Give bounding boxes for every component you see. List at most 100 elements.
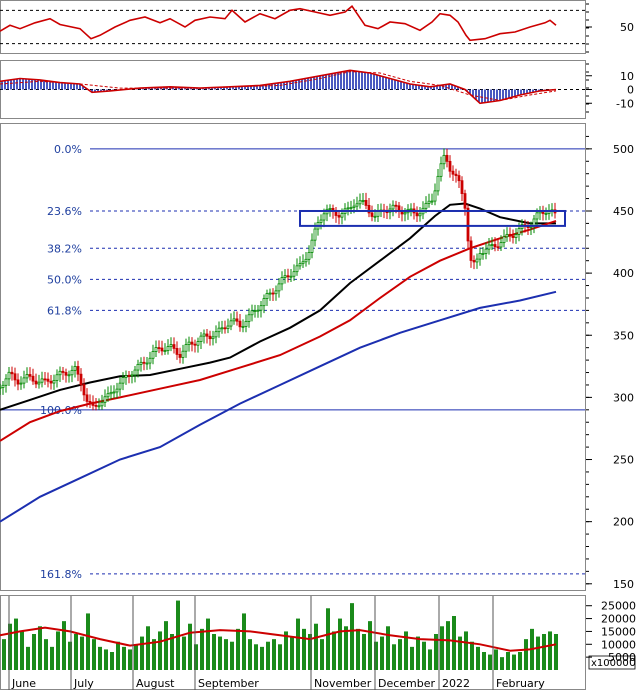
macd-line xyxy=(0,69,557,105)
price-candle-body xyxy=(364,199,368,206)
price-tick-label: 150 xyxy=(613,578,634,591)
price-candle-body xyxy=(85,394,89,402)
price-candle-body xyxy=(103,396,107,403)
volume-bar xyxy=(158,631,162,670)
price-candle-body xyxy=(340,213,344,218)
price-candle-body xyxy=(31,375,35,382)
price-candle-body xyxy=(160,347,164,352)
price-candle-body xyxy=(181,350,185,358)
price-candle-body xyxy=(199,335,203,342)
price-candle-body xyxy=(79,373,83,386)
price-candle-body xyxy=(409,208,413,211)
volume-bar xyxy=(254,644,258,670)
volume-bar xyxy=(218,636,222,670)
panel-frames xyxy=(0,0,586,690)
price-candle-body xyxy=(106,393,110,398)
price-candle-body xyxy=(205,333,209,337)
price-candle-body xyxy=(211,336,215,340)
macd-tick-label: 0 xyxy=(627,84,634,97)
moving-average-red xyxy=(0,219,557,442)
price-candle-body xyxy=(496,246,500,249)
price-candle-body xyxy=(25,374,29,379)
price-tick-label: 200 xyxy=(613,516,634,529)
price-candle-body xyxy=(493,244,497,248)
price-candle-body xyxy=(220,327,224,330)
price-candle-body xyxy=(142,361,146,364)
price-candle-body xyxy=(169,344,173,348)
price-candle-body xyxy=(178,354,182,358)
price-candle-body xyxy=(415,212,419,217)
price-candle-body xyxy=(475,258,479,263)
fibonacci-level-label: 23.6% xyxy=(47,205,82,218)
volume-bar xyxy=(236,628,240,670)
volume-bar xyxy=(548,631,552,670)
volume-bar xyxy=(512,654,516,670)
price-candle-body xyxy=(349,207,353,209)
price-candle-body xyxy=(28,374,32,377)
volume-bar xyxy=(536,636,540,670)
price-candle-body xyxy=(511,235,515,238)
price-candle-body xyxy=(253,310,257,312)
price-candle-body xyxy=(175,348,179,355)
fibonacci-level-label: 38.2% xyxy=(47,242,82,255)
price-candle-body xyxy=(472,260,476,263)
price-candle-body xyxy=(403,212,407,215)
price-candle-body xyxy=(466,207,470,242)
price-tick-label: 300 xyxy=(613,391,634,404)
price-candle-body xyxy=(154,347,158,352)
price-candle-body xyxy=(367,205,371,214)
volume-tick-label: 20000 xyxy=(601,613,636,626)
volume-bar xyxy=(500,657,504,670)
price-candle-body xyxy=(70,369,74,376)
price-candle-body xyxy=(214,331,218,338)
volume-bar xyxy=(212,634,216,670)
price-tick-label: 350 xyxy=(613,329,634,342)
volume-unit-box xyxy=(588,655,636,670)
price-candle-body xyxy=(112,391,116,394)
price-candle-body xyxy=(0,387,2,389)
price-candle-body xyxy=(145,362,149,365)
price-candle-body xyxy=(247,314,251,322)
right-axis-ticks xyxy=(586,3,592,658)
price-candle-body xyxy=(487,244,491,250)
volume-bar xyxy=(200,628,204,670)
month-label: June xyxy=(11,677,36,690)
volume-bar xyxy=(374,641,378,670)
price-candle-body xyxy=(430,200,434,203)
price-candle-body xyxy=(226,325,230,329)
price-candle-body xyxy=(358,200,362,205)
price-candle-body xyxy=(451,170,455,175)
volume-bar xyxy=(62,621,66,670)
price-chart: 0.0%23.6%38.2%50.0%61.8%100.0%161.8%5004… xyxy=(0,143,634,591)
price-candle-body xyxy=(544,213,548,215)
price-candle-body xyxy=(352,205,356,208)
price-candle-body xyxy=(7,371,11,380)
price-candle-body xyxy=(346,207,350,210)
price-candle-body xyxy=(10,371,14,375)
price-candle-body xyxy=(448,160,452,172)
price-candle-body xyxy=(268,292,272,295)
price-candle-body xyxy=(193,343,197,346)
volume-bar xyxy=(140,636,144,670)
price-candle-body xyxy=(91,402,95,406)
price-candle-body xyxy=(241,326,245,328)
volume-bar xyxy=(182,636,186,670)
price-candle-body xyxy=(127,375,131,377)
volume-bar xyxy=(26,646,30,670)
volume-bar xyxy=(506,652,510,670)
volume-bar xyxy=(194,644,198,670)
price-candle-body xyxy=(355,203,359,207)
volume-bar xyxy=(272,639,276,670)
volume-bar xyxy=(8,623,12,670)
price-candle-body xyxy=(397,205,401,211)
price-candle-body xyxy=(184,344,188,352)
price-candle-body xyxy=(460,180,464,194)
price-candle-body xyxy=(322,213,326,221)
price-candle-body xyxy=(172,344,176,349)
volume-bar xyxy=(242,613,246,670)
price-candle-body xyxy=(61,370,65,373)
price-candle-body xyxy=(283,275,287,278)
month-label: December xyxy=(378,677,436,690)
price-candle-body xyxy=(49,380,53,384)
